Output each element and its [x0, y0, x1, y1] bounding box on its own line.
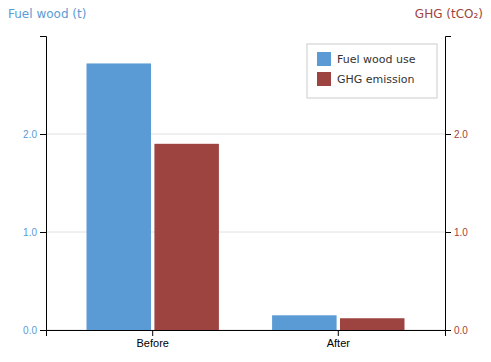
tick: 0.0 [23, 325, 46, 336]
bars [87, 63, 405, 330]
tick-mark [445, 134, 451, 135]
y2-axis: 0.0 1.0 2.0 [445, 37, 468, 336]
bar [272, 315, 337, 330]
bar [154, 144, 219, 330]
chart: Before After 0.0 1.0 2.0 0.0 1.0 2.0 Fuel wood u… [0, 0, 491, 362]
tick-mark [338, 330, 339, 336]
legend-item: GHG emission [317, 72, 415, 86]
plot: Before After 0.0 1.0 2.0 0.0 1.0 2.0 Fuel wood u… [23, 37, 468, 349]
tick-label: 1.0 [454, 227, 468, 238]
tick-mark [40, 134, 46, 135]
tick-label: 0.0 [23, 325, 37, 336]
tick-mark [40, 330, 46, 331]
tick: 2.0 [445, 129, 468, 140]
tick-label: 2.0 [454, 129, 468, 140]
tick-label: 1.0 [23, 227, 37, 238]
tick-label: 0.0 [454, 325, 468, 336]
tick-mark [445, 330, 451, 331]
tick: Before [136, 330, 168, 349]
bar-series [154, 144, 404, 330]
legend-item: Fuel wood use [317, 52, 416, 66]
tick: 1.0 [23, 227, 46, 238]
tick-label: Before [136, 337, 168, 349]
tick-label: After [327, 337, 351, 349]
legend-box [307, 44, 437, 98]
legend-label: GHG emission [337, 73, 415, 86]
tick: 1.0 [445, 227, 468, 238]
tick-mark [40, 232, 46, 233]
legend-swatch [317, 72, 331, 86]
y-axis: 0.0 1.0 2.0 [23, 37, 46, 336]
bar-series [87, 63, 337, 330]
bar [340, 318, 405, 330]
tick: 0.0 [445, 325, 468, 336]
tick-mark [152, 330, 153, 336]
y-axis-label: Fuel wood (t) [8, 7, 86, 21]
bar [87, 63, 152, 330]
y2-axis-label: GHG (tCO₂) [415, 7, 483, 21]
x-axis: Before After [47, 330, 446, 349]
axis-line [446, 37, 452, 331]
tick: 2.0 [23, 129, 46, 140]
legend: Fuel wood use GHG emission [307, 44, 437, 98]
tick-label: 2.0 [23, 129, 37, 140]
legend-swatch [317, 52, 331, 66]
axis-line [47, 331, 446, 337]
tick: After [327, 330, 351, 349]
axis-line [40, 37, 47, 331]
legend-label: Fuel wood use [337, 53, 416, 66]
tick-mark [445, 232, 451, 233]
